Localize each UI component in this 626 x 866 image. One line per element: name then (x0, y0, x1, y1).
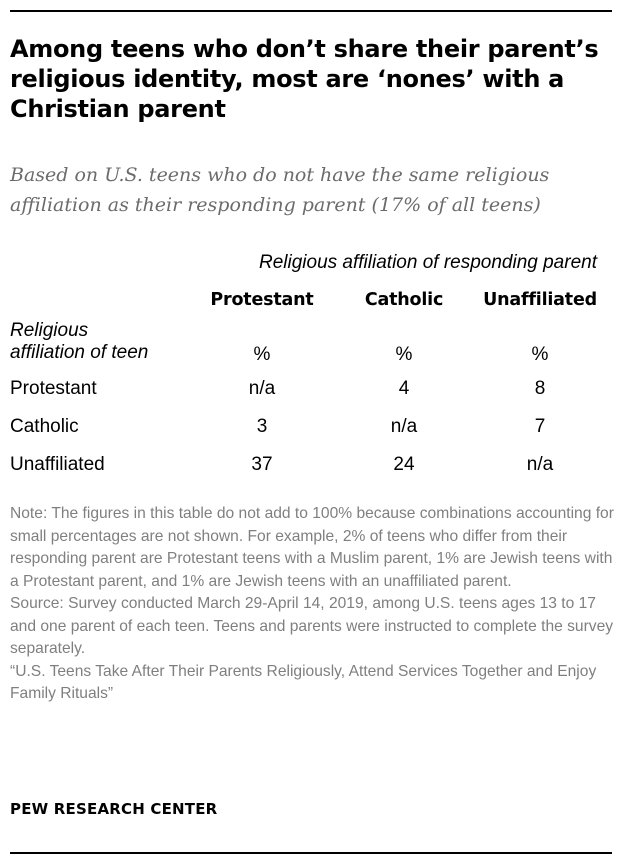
source-text: Source: Survey conducted March 29-April … (10, 595, 614, 657)
note-text: Note: The figures in this table do not a… (10, 505, 614, 590)
chart-subtitle: Based on U.S. teens who do not have the … (10, 164, 550, 216)
notes-block: Note: The figures in this table do not a… (10, 503, 615, 706)
table-cell: n/a (526, 454, 554, 475)
unit-label: % (395, 344, 413, 365)
row-label-protestant: Protestant (10, 378, 97, 399)
column-header-catholic: Catholic (364, 290, 444, 310)
row-label-unaffiliated: Unaffiliated (10, 454, 105, 475)
table-cell: 8 (534, 378, 546, 399)
column-header-unaffiliated: Unaffiliated (483, 290, 597, 310)
table-cell: 3 (256, 416, 268, 437)
pew-logo-text: PEW RESEARCH CENTER (10, 800, 218, 818)
chart-title: Among teens who don’t share their parent… (10, 35, 599, 123)
table-cell: 24 (393, 454, 415, 475)
row-group-header-line-2: affiliation of teen (10, 342, 149, 363)
table-cell: n/a (248, 378, 276, 399)
row-group-header-line-1: Religious (10, 320, 89, 341)
row-group-header: Religious affiliation of teen (10, 320, 148, 364)
table-cell: 4 (398, 378, 410, 399)
column-group-header: Religious affiliation of responding pare… (259, 252, 597, 273)
table-cell: 37 (251, 454, 273, 475)
report-title: “U.S. Teens Take After Their Parents Rel… (10, 662, 597, 703)
column-header-protestant: Protestant (210, 290, 314, 310)
table-cell: 7 (534, 416, 546, 437)
unit-label: % (253, 344, 271, 365)
row-label-catholic: Catholic (10, 416, 79, 437)
bottom-rule (10, 852, 612, 854)
top-rule (10, 10, 612, 12)
table-cell: n/a (390, 416, 418, 437)
unit-label: % (531, 344, 549, 365)
